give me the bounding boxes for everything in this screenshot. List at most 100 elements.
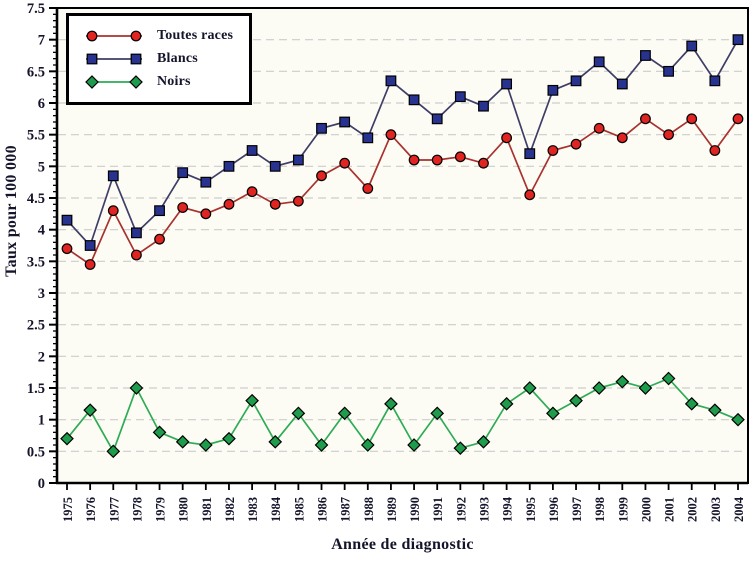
data-point-toutes-races-2002: [686, 113, 698, 125]
x-tick-label: 1987: [339, 497, 353, 522]
data-point-blancs-1993: [478, 100, 489, 112]
data-point-blancs-1976: [84, 240, 96, 251]
data-point-noirs-1976: [83, 403, 97, 418]
data-point-blancs-1986: [316, 122, 327, 134]
y-axis-ticks: 0 0.5 1 1.5 2 2.5 3 3.5 4 4.5 5 5.5 6 6.5 7 7.5: [27, 1, 57, 492]
data-point-toutes-races-1992: [454, 151, 466, 163]
data-point-noirs-1991: [430, 406, 445, 421]
data-point-noirs-1997: [569, 393, 583, 408]
data-point-blancs-1998: [593, 56, 605, 68]
y-tick-label: 6.5: [27, 64, 45, 80]
y-tick-label: 6: [38, 96, 45, 112]
data-point-blancs-1979: [154, 205, 165, 217]
data-point-noirs-1994: [499, 396, 514, 411]
x-tick-label: 1975: [61, 497, 75, 522]
data-point-blancs-1999: [616, 78, 628, 90]
grid-lines: [58, 39, 747, 452]
data-point-noirs-1980: [175, 434, 190, 449]
data-point-noirs-1998: [592, 381, 607, 395]
data-point-blancs-1987: [339, 116, 351, 128]
x-tick-label: 2003: [709, 497, 723, 522]
y-tick-label: 2.5: [27, 318, 45, 334]
data-point-noirs-1984: [268, 434, 283, 449]
x-tick-label: 1985: [292, 497, 306, 522]
data-point-toutes-races-1976: [84, 259, 96, 270]
data-point-noirs-2000: [638, 381, 653, 395]
data-point-noirs-1985: [291, 406, 306, 421]
x-tick-label: 1976: [84, 497, 98, 522]
data-point-blancs-2003: [709, 75, 721, 87]
data-point-toutes-races-2003: [709, 145, 721, 156]
data-point-toutes-races-1987: [339, 157, 351, 169]
y-tick-label: 5.5: [27, 128, 45, 144]
y-tick-label: 4: [38, 223, 45, 239]
data-point-blancs-1984: [269, 160, 281, 172]
x-axis-ticks: 1975 1976 1977 1978 1979 1980 1981 1982 1983 1984…: [61, 483, 746, 522]
data-point-toutes-races-2004: [732, 113, 744, 125]
data-point-toutes-races-1977: [107, 205, 119, 217]
data-point-blancs-1977: [107, 170, 119, 182]
data-point-toutes-races-1983: [246, 186, 258, 198]
data-point-noirs-1979: [152, 425, 167, 440]
data-point-toutes-races-1995: [524, 189, 536, 201]
data-point-toutes-races-1991: [431, 154, 443, 166]
data-point-noirs-2003: [708, 403, 722, 418]
data-point-blancs-1978: [131, 227, 142, 239]
data-point-blancs-1980: [177, 167, 189, 179]
series-noirs: [60, 371, 745, 459]
data-point-noirs-1978: [129, 381, 144, 395]
legend-label-noirs: Noirs: [157, 73, 191, 89]
data-point-blancs-1991: [431, 113, 443, 125]
data-point-toutes-races-2001: [663, 129, 674, 141]
data-point-blancs-2002: [686, 40, 698, 52]
data-point-toutes-races-1988: [362, 183, 374, 194]
data-point-noirs-1977: [106, 444, 121, 459]
legend-marker-blancs-icon: [86, 53, 142, 64]
data-point-noirs-1983: [245, 393, 259, 408]
data-point-blancs-1995: [524, 148, 536, 160]
x-tick-label: 1989: [385, 497, 399, 522]
y-tick-label: 7.5: [27, 1, 45, 17]
data-point-toutes-races-2000: [640, 113, 651, 125]
data-point-noirs-2001: [661, 371, 676, 386]
data-point-toutes-races-1980: [177, 202, 189, 213]
data-point-toutes-races-1982: [223, 198, 235, 210]
data-point-blancs-1985: [292, 154, 304, 166]
x-tick-label: 1983: [246, 497, 260, 522]
data-point-blancs-1997: [570, 75, 582, 87]
data-point-noirs-1993: [476, 434, 491, 449]
x-tick-label: 1996: [547, 497, 561, 522]
data-point-toutes-races-1993: [478, 157, 489, 169]
x-tick-label: 1979: [154, 497, 168, 522]
x-tick-label: 1995: [524, 497, 538, 522]
data-point-noirs-1992: [453, 441, 468, 456]
x-tick-label: 1977: [107, 497, 121, 522]
data-point-blancs-1983: [246, 145, 258, 156]
data-point-blancs-1981: [200, 176, 212, 188]
y-tick-label: 7: [38, 33, 45, 49]
data-point-noirs-1987: [337, 406, 352, 421]
data-point-toutes-races-1975: [61, 243, 73, 255]
data-point-blancs-2001: [663, 65, 674, 77]
data-point-toutes-races-1999: [616, 132, 628, 144]
x-tick-label: 1988: [362, 497, 376, 522]
x-tick-label: 1990: [408, 497, 422, 522]
series-toutes-races: [61, 113, 744, 270]
data-point-blancs-2000: [640, 50, 651, 61]
data-point-toutes-races-1981: [200, 208, 212, 220]
x-tick-label: 1982: [223, 497, 237, 522]
data-point-noirs-1989: [384, 396, 398, 411]
y-tick-label: 4.5: [27, 191, 45, 207]
data-point-blancs-2004: [732, 34, 744, 46]
data-point-toutes-races-1985: [292, 195, 304, 207]
data-point-blancs-1996: [547, 84, 559, 96]
y-tick-label: 3.5: [27, 254, 45, 270]
y-tick-label: 2: [38, 349, 45, 365]
legend-item-toutes-races: Toutes races: [82, 24, 233, 47]
data-point-toutes-races-1979: [154, 233, 165, 245]
x-tick-label: 1997: [570, 497, 584, 522]
data-point-blancs-1989: [385, 75, 397, 87]
data-point-noirs-1996: [546, 406, 560, 421]
